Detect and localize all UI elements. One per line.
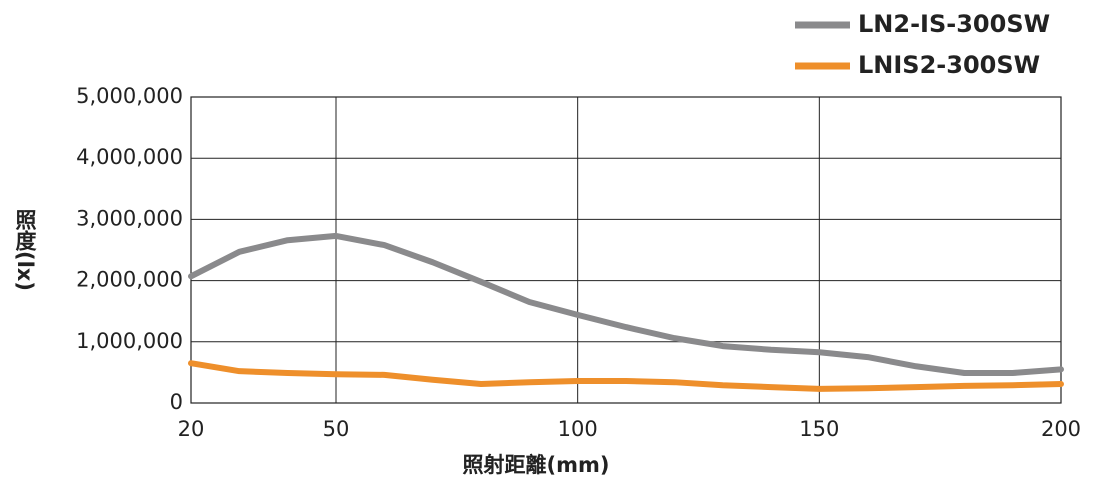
y-tick-label: 1,000,000 xyxy=(76,329,183,353)
x-tick-label: 100 xyxy=(558,417,598,441)
x-axis-label: 照射距離(mm) xyxy=(463,453,610,477)
legend-label: LN2-IS-300SW xyxy=(858,10,1050,38)
legend-label: LNIS2-300SW xyxy=(858,51,1040,79)
y-tick-label: 4,000,000 xyxy=(76,145,183,169)
plot-frame xyxy=(190,96,1062,404)
data-line xyxy=(188,232,1064,377)
x-tick-label: 150 xyxy=(799,417,839,441)
y-axis-label: 照度(lx) xyxy=(13,209,37,291)
y-tick-label: 5,000,000 xyxy=(76,84,183,108)
x-tick-label: 200 xyxy=(1041,417,1081,441)
x-tick-label: 20 xyxy=(178,417,205,441)
y-tick-label: 0 xyxy=(170,390,183,414)
y-tick-label: 2,000,000 xyxy=(76,268,183,292)
data-line xyxy=(188,360,1064,392)
x-tick-label: 50 xyxy=(323,417,350,441)
y-tick-label: 3,000,000 xyxy=(76,206,183,230)
